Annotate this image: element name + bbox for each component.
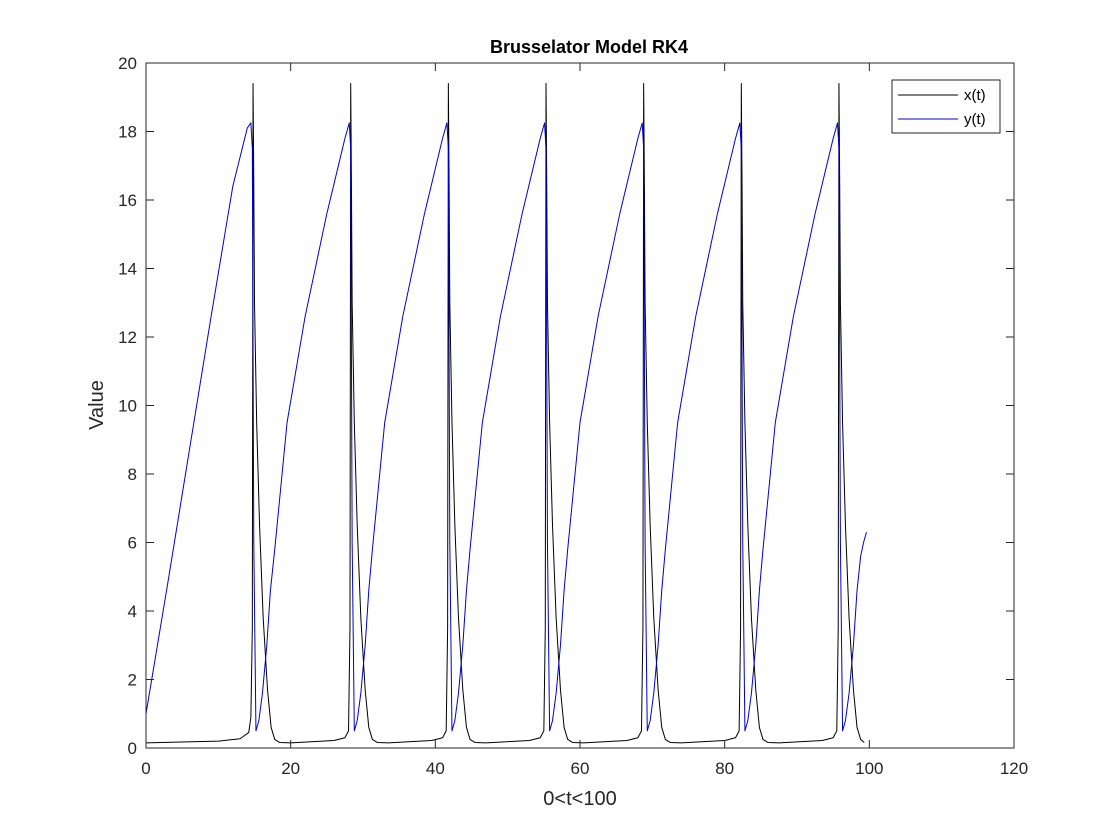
x-tick-label: 80: [715, 759, 734, 778]
y-axis-label: Value: [86, 380, 108, 430]
series-line-yt: [145, 122, 867, 732]
x-tick-label: 20: [281, 759, 300, 778]
y-tick-label: 0: [128, 739, 137, 758]
y-tick-label: 6: [128, 534, 137, 553]
x-axis-label: 0<t<100: [543, 788, 616, 810]
series-layer: [145, 83, 867, 744]
y-tick-label: 14: [118, 260, 137, 279]
y-tick-label: 18: [118, 123, 137, 142]
y-tick-label: 8: [128, 465, 137, 484]
series-line-xt: [145, 83, 865, 744]
y-tick-label: 10: [118, 397, 137, 416]
y-tick-label: 12: [118, 328, 137, 347]
y-tick-label: 16: [118, 191, 137, 210]
legend-label-x: x(t): [964, 87, 986, 104]
x-tick-label: 0: [141, 759, 150, 778]
x-tick-label: 120: [1000, 759, 1028, 778]
legend-label-y: y(t): [964, 111, 986, 128]
y-tick-label: 20: [118, 54, 137, 73]
axes-box: [145, 62, 1015, 749]
chart-title: Brusselator Model RK4: [490, 37, 688, 57]
y-tick-label: 2: [128, 671, 137, 690]
labels-layer: 0 20 40 60 80 100 120 0 2 4 6 8 10 12 14 16 18 20: [118, 54, 1028, 778]
legend[interactable]: x(t) y(t): [891, 79, 1001, 134]
y-tick-label: 4: [128, 602, 137, 621]
x-tick-label: 40: [426, 759, 445, 778]
legend-box: [891, 79, 1001, 134]
x-tick-label: 60: [571, 759, 590, 778]
x-tick-label: 100: [855, 759, 883, 778]
axes-background: [146, 63, 1014, 748]
